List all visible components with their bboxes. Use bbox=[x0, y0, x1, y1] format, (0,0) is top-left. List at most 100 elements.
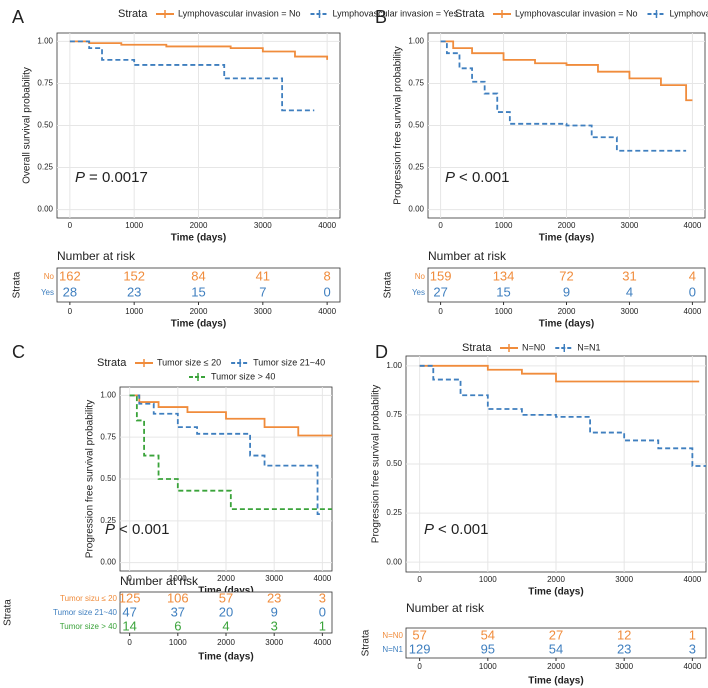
x-tick-label: 3000 bbox=[621, 307, 639, 316]
survival-curve bbox=[129, 394, 332, 511]
risk-table-ylabel: Strata bbox=[383, 271, 394, 298]
x-tick-label: 1000 bbox=[495, 307, 513, 316]
y-axis-label: Progression free survival probability bbox=[393, 46, 404, 204]
p-value: P < 0.001 bbox=[105, 521, 169, 538]
risk-count: 9 bbox=[563, 284, 570, 299]
risk-count: 125 bbox=[119, 590, 141, 605]
survival-curve bbox=[129, 394, 323, 516]
x-tick-label: 1000 bbox=[495, 221, 513, 230]
risk-count: 4 bbox=[626, 284, 633, 299]
y-axis-label: Progression free survival probability bbox=[371, 385, 382, 543]
y-tick-label: 0.50 bbox=[100, 474, 116, 483]
x-tick-label: 3000 bbox=[615, 575, 633, 584]
p-symbol: P bbox=[105, 521, 115, 538]
risk-table-title: Number at risk bbox=[120, 574, 199, 588]
y-tick-label: 0.25 bbox=[408, 163, 424, 172]
x-tick-label: 4000 bbox=[313, 638, 331, 647]
x-tick-label: 4000 bbox=[683, 662, 701, 671]
risk-count: 7 bbox=[259, 284, 266, 299]
x-tick-label: 1000 bbox=[169, 574, 187, 583]
risk-count: 57 bbox=[412, 627, 426, 642]
survival-curve bbox=[419, 364, 700, 383]
p-text: < 0.001 bbox=[119, 521, 169, 538]
p-text: < 0.001 bbox=[459, 169, 509, 186]
y-tick-label: 0.25 bbox=[386, 508, 402, 517]
x-axis-label: Time (days) bbox=[528, 587, 583, 598]
y-tick-label: 0.00 bbox=[386, 557, 402, 566]
risk-count: 134 bbox=[493, 268, 515, 283]
risk-count: 8 bbox=[324, 268, 331, 283]
x-tick-label: 2000 bbox=[547, 575, 565, 584]
risk-table-ylabel: Strata bbox=[3, 599, 14, 626]
legend-label: Lymphovascular invasion = No bbox=[178, 8, 300, 18]
risk-count: 84 bbox=[191, 268, 205, 283]
p-symbol: P bbox=[424, 521, 434, 538]
x-tick-label: 2000 bbox=[547, 662, 565, 671]
legend-label: N=N1 bbox=[577, 342, 600, 352]
risk-count: 4 bbox=[222, 618, 229, 633]
x-tick-label: 1000 bbox=[479, 575, 497, 584]
x-axis-label: Time (days) bbox=[539, 319, 594, 330]
risk-count: 47 bbox=[122, 604, 136, 619]
risk-count: 95 bbox=[481, 641, 495, 656]
x-tick-label: 0 bbox=[127, 638, 132, 647]
x-tick-label: 4000 bbox=[684, 221, 702, 230]
risk-count: 28 bbox=[63, 284, 77, 299]
risk-count: 15 bbox=[191, 284, 205, 299]
legend-title: Strata bbox=[118, 8, 148, 20]
risk-count: 0 bbox=[689, 284, 696, 299]
x-axis-label: Time (days) bbox=[198, 586, 253, 597]
y-tick-label: 0.00 bbox=[408, 205, 424, 214]
risk-count: 54 bbox=[481, 627, 495, 642]
legend-label: Tumor size > 40 bbox=[211, 371, 275, 381]
risk-count: 23 bbox=[267, 590, 281, 605]
y-tick-label: 0.00 bbox=[37, 205, 53, 214]
legend-title: Strata bbox=[455, 8, 485, 20]
x-tick-label: 4000 bbox=[313, 574, 331, 583]
y-tick-label: 0.75 bbox=[386, 410, 402, 419]
risk-table-ylabel: Strata bbox=[12, 271, 23, 298]
risk-count: 1 bbox=[319, 618, 326, 633]
y-tick-label: 0.75 bbox=[100, 432, 116, 441]
y-tick-label: 1.00 bbox=[408, 37, 424, 46]
risk-count: 27 bbox=[433, 284, 447, 299]
survival-curve bbox=[419, 364, 706, 467]
survival-curve bbox=[129, 394, 332, 437]
risk-count: 37 bbox=[171, 604, 185, 619]
x-tick-label: 1000 bbox=[169, 638, 187, 647]
x-tick-label: 0 bbox=[68, 221, 73, 230]
x-tick-label: 0 bbox=[127, 574, 132, 583]
legend-label: Lymphovascular invasion = Yes bbox=[332, 8, 458, 18]
risk-count: 129 bbox=[409, 641, 431, 656]
p-text: = 0.0017 bbox=[89, 169, 148, 186]
risk-row-label: No bbox=[44, 272, 55, 281]
risk-row-label: Yes bbox=[41, 288, 54, 297]
x-tick-label: 4000 bbox=[318, 221, 336, 230]
risk-count: 4 bbox=[689, 268, 696, 283]
survival-curve bbox=[440, 40, 687, 152]
risk-count: 3 bbox=[319, 590, 326, 605]
risk-count: 152 bbox=[123, 268, 145, 283]
x-tick-label: 4000 bbox=[683, 575, 701, 584]
x-axis-label: Time (days) bbox=[171, 233, 226, 244]
survival-curve bbox=[69, 40, 329, 60]
x-tick-label: 0 bbox=[438, 221, 443, 230]
risk-count: 54 bbox=[549, 641, 563, 656]
risk-count: 162 bbox=[59, 268, 81, 283]
y-axis-label: Progression free survival probability bbox=[85, 400, 96, 558]
survival-curve bbox=[440, 40, 693, 102]
risk-count: 3 bbox=[689, 641, 696, 656]
risk-table-frame bbox=[56, 267, 341, 303]
risk-count: 106 bbox=[167, 590, 189, 605]
legend-title: Strata bbox=[97, 357, 127, 369]
risk-table-frame bbox=[119, 591, 333, 634]
y-tick-label: 1.00 bbox=[386, 361, 402, 370]
x-axis-label: Time (days) bbox=[528, 676, 583, 687]
risk-row-label: No bbox=[415, 272, 426, 281]
x-tick-label: 1000 bbox=[479, 662, 497, 671]
risk-count: 0 bbox=[319, 604, 326, 619]
risk-count: 41 bbox=[256, 268, 270, 283]
x-tick-label: 2000 bbox=[217, 638, 235, 647]
risk-count: 72 bbox=[559, 268, 573, 283]
x-axis-label: Time (days) bbox=[539, 233, 594, 244]
